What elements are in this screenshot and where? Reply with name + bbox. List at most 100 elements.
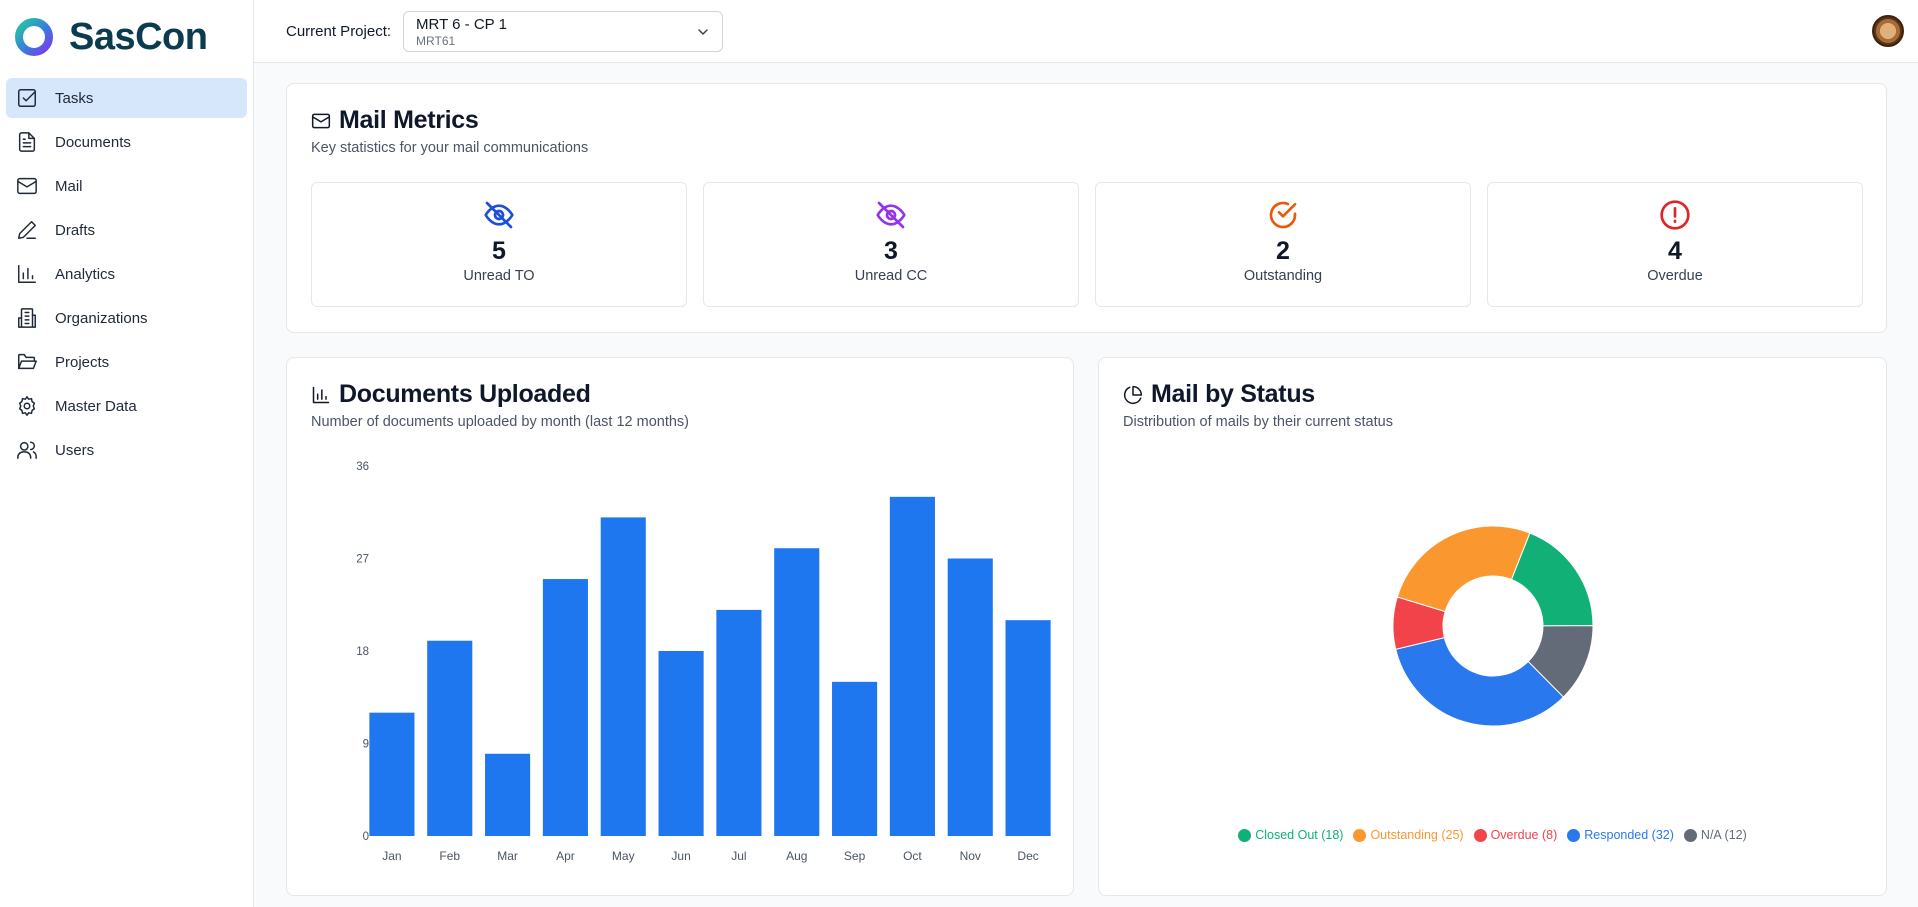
bar[interactable] <box>658 651 704 836</box>
metric-value: 4 <box>1668 237 1682 265</box>
metric-unread-cc[interactable]: 3 Unread CC <box>703 182 1079 307</box>
mail-metrics-card: Mail Metrics Key statistics for your mai… <box>286 83 1887 333</box>
sidebar-item-projects[interactable]: Projects <box>6 342 247 382</box>
mail-metrics-header: Mail Metrics <box>311 106 479 135</box>
bar[interactable] <box>427 640 473 836</box>
legend-color-dot <box>1353 828 1367 842</box>
sidebar-item-label: Organizations <box>55 309 148 327</box>
legend-item[interactable]: Closed Out (18) <box>1238 828 1343 842</box>
sidebar-item-documents[interactable]: Documents <box>6 122 247 162</box>
mail-icon <box>15 174 39 198</box>
metric-unread-to[interactable]: 5 Unread TO <box>311 182 687 307</box>
metric-label: Unread CC <box>854 268 928 284</box>
sidebar-item-label: Documents <box>55 133 131 151</box>
x-tick-label: Aug <box>786 849 807 863</box>
sidebar-nav: Tasks Documents Mail Drafts Analytics Or… <box>0 74 253 478</box>
documents-uploaded-header: Documents Uploaded <box>311 380 591 409</box>
card-title: Documents Uploaded <box>339 380 591 408</box>
brand-name: SasCon <box>69 15 208 58</box>
x-tick-label: Apr <box>556 849 575 863</box>
documents-bar-chart: 0 9 18 27 36 Jan Feb Mar Apr May Jun Jul Aug Sep Oct No… <box>356 461 1051 863</box>
bar-chart-icon <box>15 262 39 286</box>
eye-off-icon <box>312 199 686 231</box>
sidebar-item-organizations[interactable]: Organizations <box>6 298 247 338</box>
metric-outstanding[interactable]: 2 Outstanding <box>1095 182 1471 307</box>
legend-color-dot <box>1473 828 1487 842</box>
bar[interactable] <box>889 496 935 836</box>
x-tick-label: Dec <box>1017 849 1038 863</box>
bar[interactable] <box>542 579 588 836</box>
sidebar-item-label: Tasks <box>55 89 94 107</box>
donut-slice[interactable] <box>1396 525 1531 613</box>
gear-icon <box>15 394 39 418</box>
metric-value: 3 <box>884 237 898 265</box>
brand[interactable]: SasCon <box>0 0 253 74</box>
sidebar-item-analytics[interactable]: Analytics <box>6 254 247 294</box>
x-tick-label: Oct <box>903 849 922 863</box>
mail-icon <box>311 111 331 131</box>
card-subtitle: Distribution of mails by their current s… <box>1123 414 1393 430</box>
legend-item[interactable]: Outstanding (25) <box>1353 828 1464 842</box>
y-tick-label: 9 <box>363 739 369 751</box>
chevron-down-icon <box>698 28 708 35</box>
card-subtitle: Number of documents uploaded by month (l… <box>311 414 690 430</box>
card-subtitle: Key statistics for your mail communicati… <box>311 140 589 156</box>
sidebar-item-label: Master Data <box>55 397 137 415</box>
x-tick-label: Jun <box>671 849 690 863</box>
bar-chart-icon <box>311 385 331 405</box>
sidebar-item-label: Drafts <box>55 221 96 239</box>
x-tick-label: Jul <box>731 849 746 863</box>
card-title: Mail Metrics <box>339 106 479 134</box>
legend-item[interactable]: Overdue (8) <box>1473 828 1557 842</box>
legend-item[interactable]: N/A (12) <box>1683 828 1747 842</box>
card-title: Mail by Status <box>1151 380 1315 408</box>
sidebar-item-users[interactable]: Users <box>6 430 247 470</box>
sidebar: SasCon Tasks Documents Mail Drafts Analy… <box>0 0 254 907</box>
metric-overdue[interactable]: 4 Overdue <box>1487 182 1863 307</box>
avatar[interactable] <box>1872 15 1904 47</box>
sidebar-item-label: Projects <box>55 353 110 371</box>
project-select[interactable]: MRT 6 - CP 1 MRT61 <box>403 10 724 52</box>
bar[interactable] <box>716 609 762 836</box>
documents-uploaded-card: Documents Uploaded Number of documents u… <box>286 357 1074 896</box>
sidebar-item-label: Mail <box>55 177 83 195</box>
legend-color-dot <box>1683 828 1697 842</box>
bar[interactable] <box>1005 620 1051 836</box>
folder-open-icon <box>15 350 39 374</box>
document-icon <box>15 130 39 154</box>
metric-label: Overdue <box>1647 268 1703 284</box>
bar[interactable] <box>832 681 878 836</box>
bar[interactable] <box>485 753 531 836</box>
building-icon <box>15 306 39 330</box>
mail-by-status-card: Mail by Status Distribution of mails by … <box>1098 357 1887 896</box>
y-tick-label: 0 <box>363 831 369 843</box>
legend-item[interactable]: Responded (32) <box>1567 828 1674 842</box>
bar[interactable] <box>774 548 820 836</box>
y-tick-label: 18 <box>356 646 369 658</box>
y-tick-label: 27 <box>356 554 369 566</box>
x-tick-label: Mar <box>497 849 518 863</box>
top-header: Current Project: MRT 6 - CP 1 MRT61 <box>254 0 1918 63</box>
legend-label: Closed Out (18) <box>1255 828 1344 842</box>
current-project-label: Current Project: <box>286 22 392 40</box>
donut-slice[interactable] <box>1395 637 1565 727</box>
y-tick-label: 36 <box>356 461 369 473</box>
sidebar-item-tasks[interactable]: Tasks <box>6 78 247 118</box>
legend-label: Responded (32) <box>1584 828 1674 842</box>
sidebar-item-mail[interactable]: Mail <box>6 166 247 206</box>
sidebar-item-drafts[interactable]: Drafts <box>6 210 247 250</box>
pen-icon <box>15 218 39 242</box>
sidebar-item-master-data[interactable]: Master Data <box>6 386 247 426</box>
x-tick-label: Sep <box>844 849 866 863</box>
metric-label: Unread TO <box>463 268 535 284</box>
metric-value: 5 <box>492 237 506 265</box>
users-icon <box>15 438 39 462</box>
sidebar-item-label: Users <box>55 441 95 459</box>
bar[interactable] <box>600 517 646 836</box>
bar[interactable] <box>947 558 993 837</box>
legend-label: N/A (12) <box>1700 828 1747 842</box>
bar[interactable] <box>369 712 415 836</box>
alert-circle-icon <box>1488 199 1862 231</box>
eye-off-icon <box>704 199 1078 231</box>
x-tick-label: Feb <box>439 849 460 863</box>
